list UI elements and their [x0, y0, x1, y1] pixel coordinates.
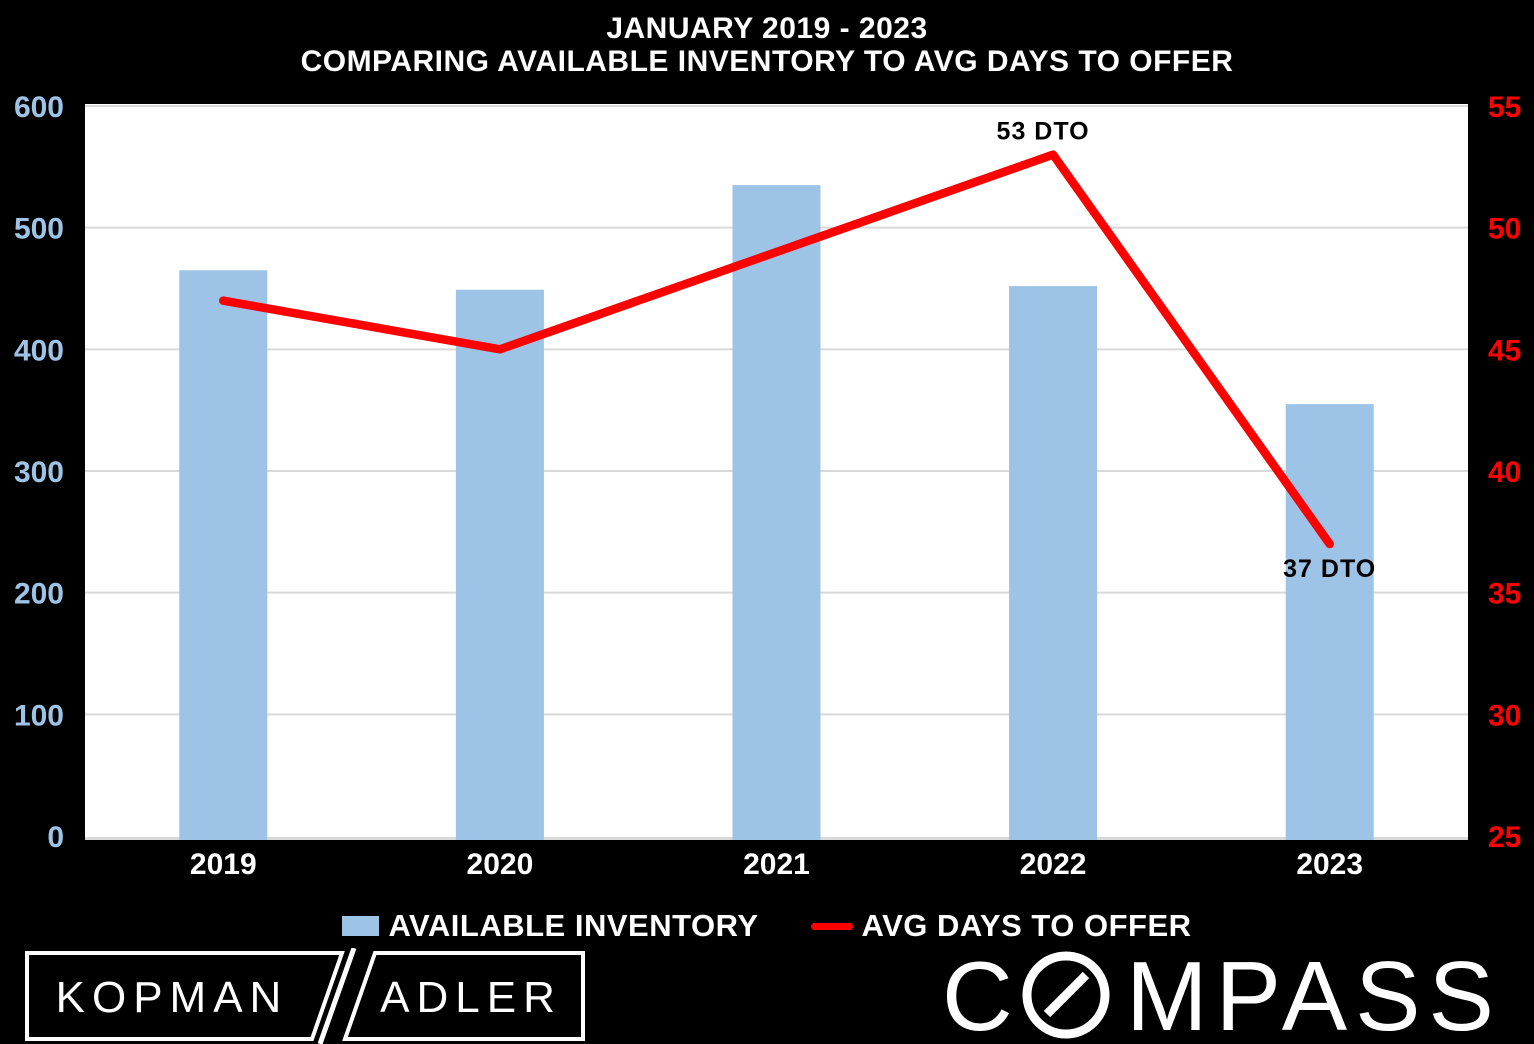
legend-item-available-inventory: AVAILABLE INVENTORY [342, 908, 758, 944]
x-axis-label-2021: 2021 [743, 848, 810, 881]
bar-2022 [1009, 286, 1098, 841]
x-axis-label-2020: 2020 [467, 848, 534, 881]
x-axis-label-2019: 2019 [190, 848, 257, 881]
right-axis-tick-label: 35 [1488, 578, 1521, 611]
bar-2021 [732, 185, 821, 841]
right-axis-tick-label: 40 [1488, 456, 1521, 489]
left-axis-tick-label: 200 [14, 578, 64, 611]
kopman-logo-right-box [342, 951, 585, 1041]
left-axis-tick-label: 400 [14, 334, 64, 367]
kopman-adler-logo: KOPMAN ADLER [25, 948, 585, 1044]
chart-title-line1: JANUARY 2019 - 2023 [606, 12, 928, 45]
right-axis-tick-label: 55 [1488, 91, 1521, 124]
compass-logo-o-circle [1022, 951, 1110, 1039]
compass-logo-text-c: C [942, 944, 1013, 1042]
bar-series-swatch [342, 916, 380, 936]
kopman-logo-left-box [25, 951, 345, 1041]
combo-chart: 0 100 200 300 400 500 600 25 30 35 40 45 50 55 2019 202… [14, 91, 1521, 881]
bar-2019 [179, 270, 268, 840]
left-axis-tick-label: 600 [14, 91, 64, 124]
kopman-logo-text-right: ADLER [380, 973, 562, 1022]
left-axis-tick-label: 100 [14, 699, 64, 732]
kopman-logo-slash [317, 948, 357, 1044]
annotation-37-dto: 37 DTO [1283, 555, 1376, 583]
bar-2023 [1285, 404, 1374, 840]
legend-label: AVG DAYS TO OFFER [861, 908, 1192, 943]
x-axis-label-2022: 2022 [1020, 848, 1087, 881]
legend-item-avg-days-to-offer: AVG DAYS TO OFFER [810, 908, 1192, 944]
compass-logo-text-mpass: MPASS [1126, 944, 1502, 1042]
left-axis-tick-label: 300 [14, 456, 64, 489]
chart-title-line2: COMPARING AVAILABLE INVENTORY TO AVG DAY… [300, 45, 1234, 78]
right-axis-tick-label: 50 [1488, 213, 1521, 246]
avg-days-to-offer-line [219, 150, 1334, 549]
right-axis-tick-label: 45 [1488, 334, 1521, 367]
annotation-53-dto: 53 DTO [997, 118, 1090, 146]
compass-logo: C MPASS [942, 944, 1502, 1042]
left-axis-tick-label: 500 [14, 213, 64, 246]
right-axis-tick-label: 25 [1488, 821, 1521, 854]
bar-2020 [455, 289, 544, 840]
legend-label: AVAILABLE INVENTORY [388, 908, 759, 943]
compass-logo-needle-icon [1043, 971, 1090, 1018]
right-axis-tick-label: 30 [1488, 699, 1521, 732]
chart-title: JANUARY 2019 - 2023 COMPARING AVAILABLE … [0, 12, 1534, 78]
x-axis-label-2023: 2023 [1296, 848, 1363, 881]
left-axis-tick-label: 0 [47, 821, 64, 854]
kopman-logo-text-left: KOPMAN [56, 973, 289, 1022]
line-series-swatch [810, 922, 853, 930]
chart-legend: AVAILABLE INVENTORY AVG DAYS TO OFFER [0, 908, 1534, 944]
